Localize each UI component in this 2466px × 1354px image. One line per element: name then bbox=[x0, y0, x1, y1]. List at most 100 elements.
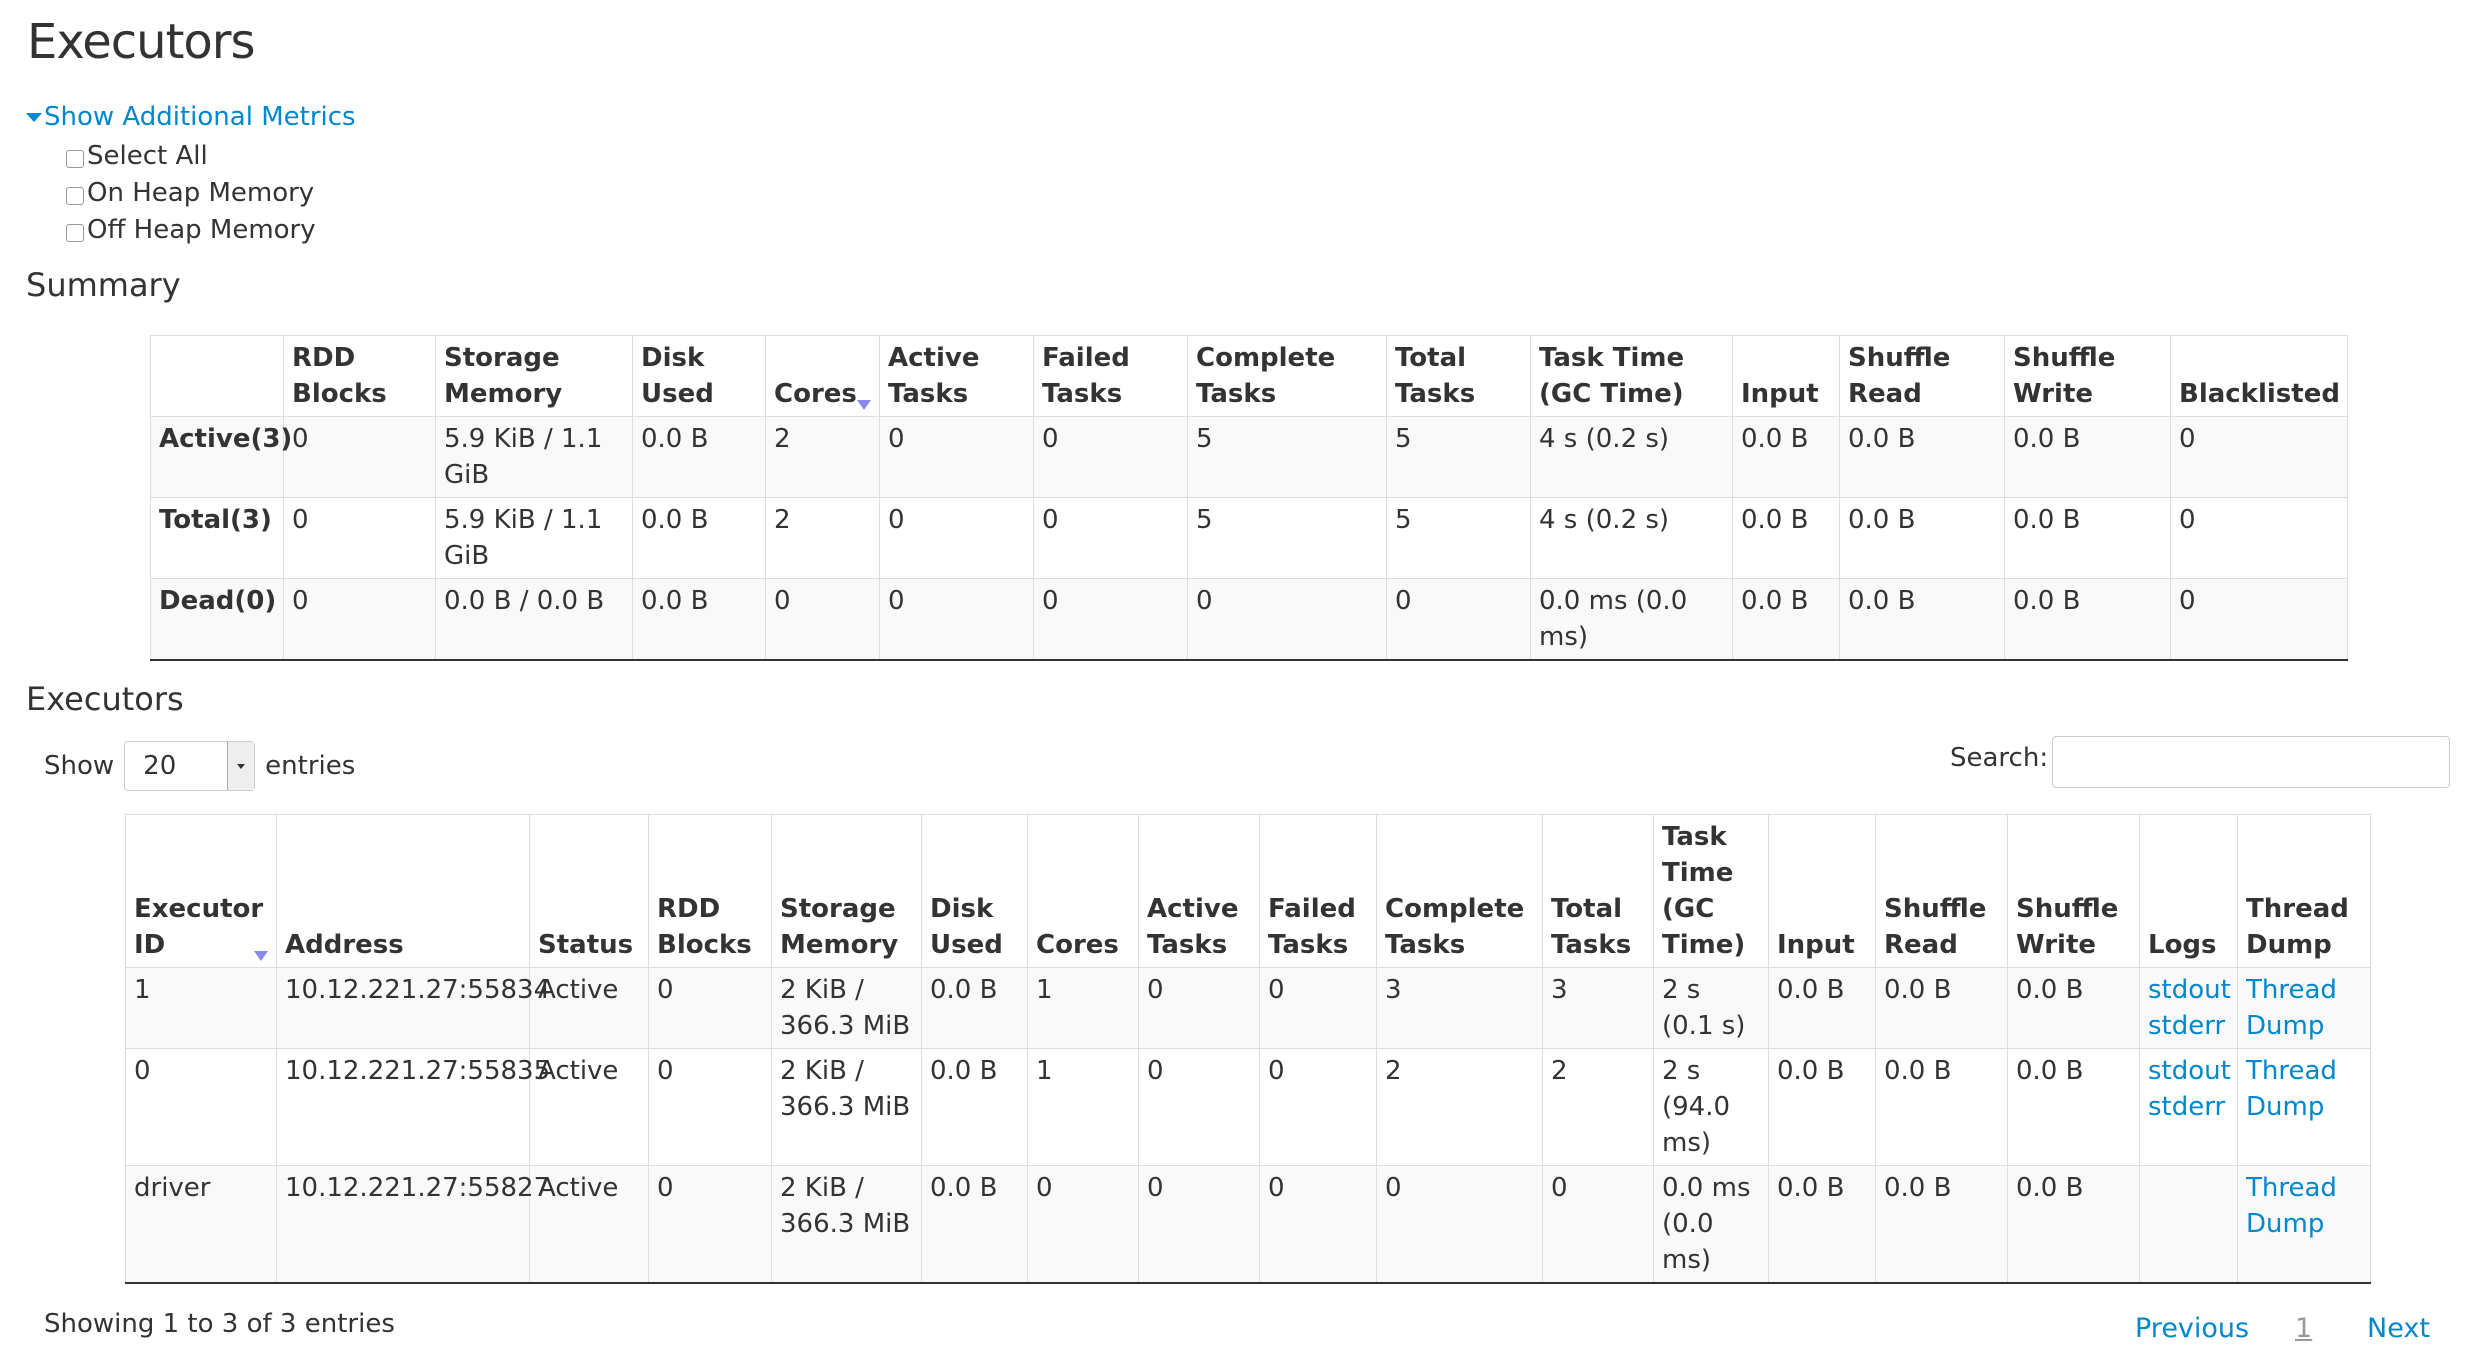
column-header-failed-tasks[interactable]: Failed Tasks bbox=[1033, 335, 1188, 417]
column-header-task-time-gc-time[interactable]: Task Time (GC Time) bbox=[1653, 814, 1769, 968]
header-label: Total Tasks bbox=[1395, 343, 1476, 409]
cell-rdd-blocks: 0 bbox=[283, 578, 436, 661]
column-header-disk-used[interactable]: Disk Used bbox=[632, 335, 766, 417]
stderr-link[interactable]: stderr bbox=[2148, 1092, 2226, 1122]
checkbox[interactable] bbox=[66, 150, 84, 168]
column-header-complete-tasks[interactable]: Complete Tasks bbox=[1376, 814, 1543, 968]
summary-heading: Summary bbox=[26, 266, 181, 304]
column-header-failed-tasks[interactable]: Failed Tasks bbox=[1259, 814, 1377, 968]
cell-shuffle-read: 0.0 B bbox=[1839, 497, 2005, 579]
cell-rdd-blocks: 0 bbox=[283, 416, 436, 498]
entries-label: entries bbox=[265, 751, 356, 781]
cell-failed-tasks: 0 bbox=[1033, 578, 1188, 661]
cell-address: 10.12.221.27:55834 bbox=[276, 967, 550, 1049]
column-header-input[interactable]: Input bbox=[1732, 335, 1840, 417]
cell-failed-tasks: 0 bbox=[1259, 967, 1377, 1049]
thread-dump-link[interactable]: Thread Dump bbox=[2246, 1173, 2337, 1239]
cell-input: 0.0 B bbox=[1732, 497, 1840, 579]
cell-blacklisted: 0 bbox=[2170, 578, 2348, 661]
column-header-total-tasks[interactable]: Total Tasks bbox=[1542, 814, 1654, 968]
column-header-complete-tasks[interactable]: Complete Tasks bbox=[1187, 335, 1387, 417]
search-input[interactable] bbox=[2052, 736, 2450, 788]
header-label: Shuffle Write bbox=[2016, 894, 2119, 960]
cell-thread-dump: Thread Dump bbox=[2237, 967, 2371, 1049]
cell-thread-dump: Thread Dump bbox=[2237, 1048, 2371, 1166]
column-header-shuffle-read[interactable]: Shuffle Read bbox=[1839, 335, 2005, 417]
column-header-shuffle-read[interactable]: Shuffle Read bbox=[1875, 814, 2008, 968]
cell-shuffle-write: 0.0 B bbox=[2004, 497, 2171, 579]
checkbox[interactable] bbox=[66, 224, 84, 242]
cell-rdd-blocks: 0 bbox=[283, 497, 436, 579]
header-label: Total Tasks bbox=[1551, 894, 1632, 960]
cell-executor-id: 1 bbox=[125, 967, 277, 1049]
show-additional-metrics-toggle[interactable]: Show Additional Metrics bbox=[26, 102, 356, 132]
header-label: Shuffle Read bbox=[1848, 343, 1951, 409]
cell-cores: 1 bbox=[1027, 967, 1139, 1049]
header-label: Cores bbox=[1036, 930, 1119, 960]
cell-input: 0.0 B bbox=[1732, 416, 1840, 498]
checkbox[interactable] bbox=[66, 187, 84, 205]
entries-select[interactable]: 20 bbox=[124, 741, 256, 791]
cell-blacklisted: 0 bbox=[2170, 416, 2348, 498]
cell-executor-id: 0 bbox=[125, 1048, 277, 1166]
cell-failed-tasks: 0 bbox=[1033, 416, 1188, 498]
cell-complete-tasks: 5 bbox=[1187, 416, 1387, 498]
cell-complete-tasks: 5 bbox=[1187, 497, 1387, 579]
on-heap-memory-option[interactable]: On Heap Memory bbox=[66, 178, 314, 208]
cell-logs bbox=[2139, 1165, 2238, 1284]
column-header-shuffle-write[interactable]: Shuffle Write bbox=[2004, 335, 2171, 417]
column-header-blacklisted[interactable]: Blacklisted bbox=[2170, 335, 2348, 417]
cell-active-tasks: 0 bbox=[1138, 1165, 1260, 1284]
cell-total-tasks: 2 bbox=[1542, 1048, 1654, 1166]
column-header-cores[interactable]: Cores bbox=[765, 335, 880, 417]
column-header-address[interactable]: Address bbox=[276, 814, 530, 968]
cell-complete-tasks: 2 bbox=[1376, 1048, 1543, 1166]
page-1-button[interactable]: 1 bbox=[2295, 1313, 2313, 1344]
search-label: Search: bbox=[1950, 743, 2049, 773]
column-header-task-time-gc-time[interactable]: Task Time (GC Time) bbox=[1530, 335, 1733, 417]
cell-shuffle-write: 0.0 B bbox=[2007, 1048, 2140, 1166]
select-all-option[interactable]: Select All bbox=[66, 141, 208, 171]
stdout-link[interactable]: stdout bbox=[2148, 975, 2231, 1005]
stdout-link[interactable]: stdout bbox=[2148, 1056, 2231, 1086]
column-header-active-tasks[interactable]: Active Tasks bbox=[1138, 814, 1260, 968]
column-header-shuffle-write[interactable]: Shuffle Write bbox=[2007, 814, 2140, 968]
next-page-button[interactable]: Next bbox=[2367, 1313, 2430, 1344]
column-header-rdd-blocks[interactable]: RDD Blocks bbox=[648, 814, 772, 968]
column-header-input[interactable]: Input bbox=[1768, 814, 1876, 968]
column-header-cores[interactable]: Cores bbox=[1027, 814, 1139, 968]
executor-row: 1 10.12.221.27:55834 Active 0 2 KiB / 366.3 … bbox=[125, 967, 2371, 1049]
cell-cores: 2 bbox=[765, 497, 880, 579]
column-header-executor-id[interactable]: Executor ID bbox=[125, 814, 277, 968]
cell-address: 10.12.221.27:55835 bbox=[276, 1048, 550, 1166]
column-header-storage-memory[interactable]: Storage Memory bbox=[435, 335, 633, 417]
off-heap-memory-option[interactable]: Off Heap Memory bbox=[66, 215, 316, 245]
cell-input: 0.0 B bbox=[1732, 578, 1840, 661]
column-header-status[interactable]: Status bbox=[529, 814, 649, 968]
cell-total-tasks: 5 bbox=[1386, 497, 1531, 579]
previous-page-button[interactable]: Previous bbox=[2135, 1313, 2250, 1344]
cell-shuffle-write: 0.0 B bbox=[2007, 1165, 2140, 1284]
column-header-active-tasks[interactable]: Active Tasks bbox=[879, 335, 1034, 417]
dropdown-arrow-icon[interactable] bbox=[227, 742, 255, 790]
header-label: Logs bbox=[2148, 930, 2217, 960]
column-header-blank[interactable] bbox=[150, 335, 284, 417]
column-header-thread-dump[interactable]: Thread Dump bbox=[2237, 814, 2371, 968]
option-label: On Heap Memory bbox=[87, 178, 315, 208]
cell-complete-tasks: 0 bbox=[1376, 1165, 1543, 1284]
thread-dump-link[interactable]: Thread Dump bbox=[2246, 1056, 2337, 1122]
header-label: Status bbox=[538, 930, 634, 960]
thread-dump-link[interactable]: Thread Dump bbox=[2246, 975, 2337, 1041]
column-header-logs[interactable]: Logs bbox=[2139, 814, 2238, 968]
column-header-total-tasks[interactable]: Total Tasks bbox=[1386, 335, 1531, 417]
column-header-disk-used[interactable]: Disk Used bbox=[921, 814, 1028, 968]
cell-cores: 2 bbox=[765, 416, 880, 498]
stderr-link[interactable]: stderr bbox=[2148, 1011, 2226, 1041]
cell-storage-memory: 5.9 KiB / 1.1 GiB bbox=[435, 497, 633, 579]
header-label: Task Time (GC Time) bbox=[1662, 822, 1746, 960]
column-header-storage-memory[interactable]: Storage Memory bbox=[771, 814, 922, 968]
header-label: Shuffle Write bbox=[2013, 343, 2116, 409]
cell-task-time-gc-time: 2 s (94.0 ms) bbox=[1653, 1048, 1769, 1166]
column-header-rdd-blocks[interactable]: RDD Blocks bbox=[283, 335, 436, 417]
